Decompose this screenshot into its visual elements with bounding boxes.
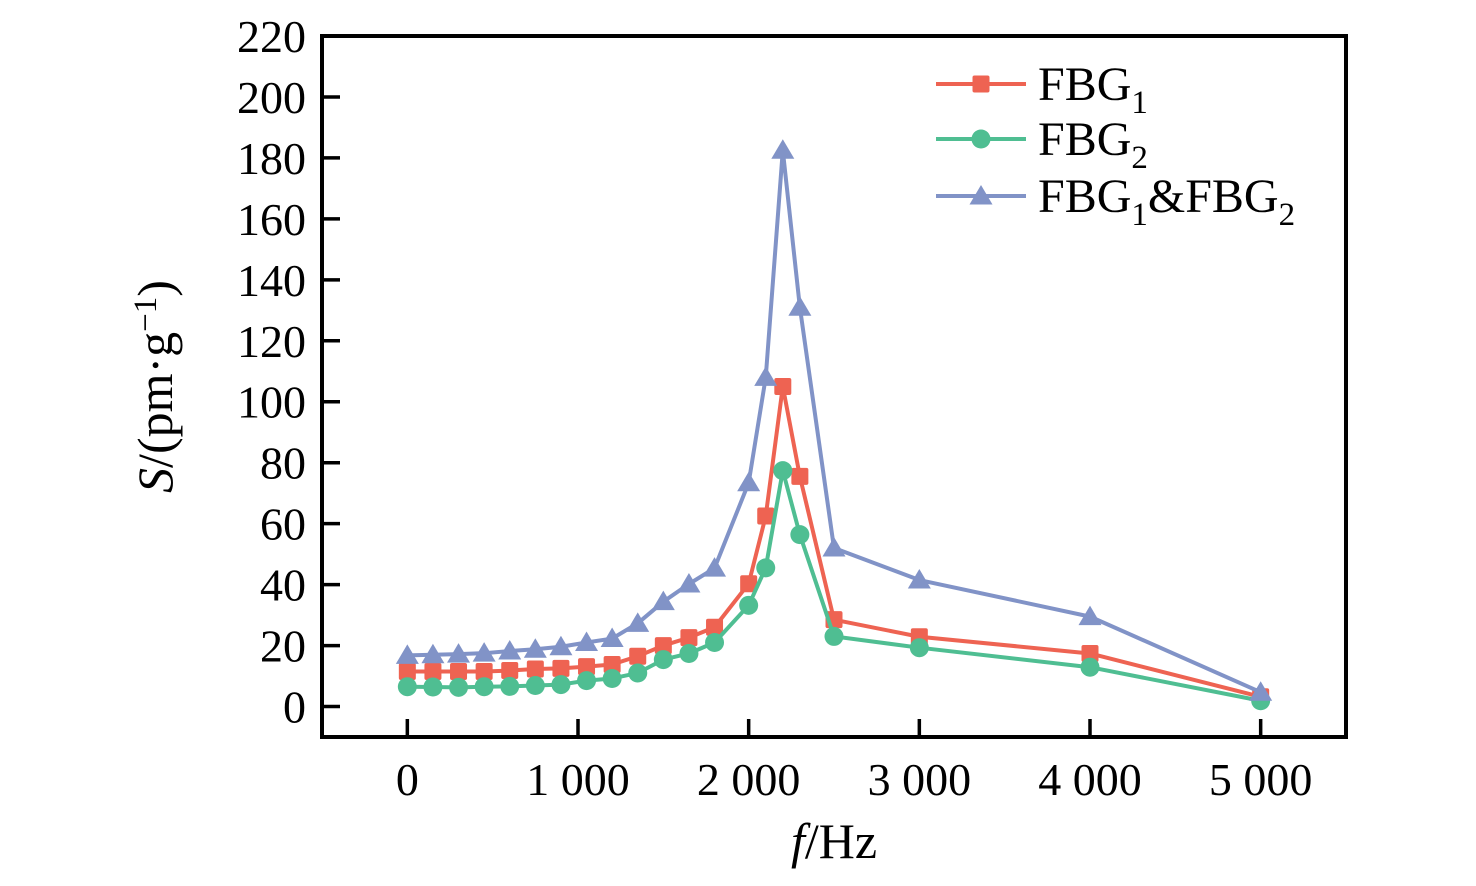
y-tick-label: 200 — [237, 72, 306, 123]
x-tick-label: 3 000 — [868, 754, 972, 805]
series-fbg2-marker — [525, 675, 545, 695]
series-fbg1-marker — [501, 662, 519, 680]
series-fbg1-marker — [475, 662, 493, 680]
series-fbg2-marker — [449, 677, 469, 697]
x-tick-label: 5 000 — [1209, 754, 1313, 805]
legend-label: FBG2 — [1038, 113, 1148, 176]
series-fbg1-marker — [450, 662, 468, 680]
series-fbg1_and_fbg2-marker — [703, 557, 727, 577]
y-tick-label: 0 — [283, 682, 306, 733]
series-fbg1_and_fbg2-marker — [523, 638, 547, 658]
series-fbg2-marker — [500, 676, 520, 696]
legend-label: FBG1&FBG2 — [1038, 170, 1295, 233]
x-axis-title: f/Hz — [791, 813, 877, 869]
legend-marker-fbg1_and_fbg2 — [969, 185, 993, 205]
series-fbg1-marker — [654, 637, 672, 655]
series-fbg1-marker — [424, 662, 442, 680]
y-tick-label: 180 — [237, 133, 306, 184]
plot-frame — [320, 34, 1348, 739]
legend-marker-fbg1 — [972, 75, 990, 93]
x-tick-label: 2 000 — [697, 754, 801, 805]
series-fbg1_and_fbg2-marker — [1078, 605, 1102, 626]
legend-label: FBG1 — [1038, 58, 1148, 121]
series-fbg2-marker — [423, 677, 443, 697]
series-fbg1_and_fbg2-marker — [395, 644, 419, 664]
y-tick-label: 80 — [260, 438, 306, 489]
series-fbg1-marker — [706, 618, 724, 636]
series-fbg2-marker — [602, 668, 622, 688]
series-fbg1-marker — [740, 575, 758, 593]
series-fbg1-marker — [552, 659, 570, 677]
series-fbg2-marker — [653, 650, 673, 670]
series-fbg1_and_fbg2-marker — [549, 635, 573, 656]
series-fbg1-marker — [680, 629, 698, 647]
series-fbg1-marker — [398, 662, 416, 680]
series-fbg2-marker — [705, 633, 725, 653]
series-fbg1_and_fbg2-marker — [771, 139, 795, 159]
series-fbg1-marker — [578, 658, 596, 676]
y-tick-label: 20 — [260, 621, 306, 672]
series-fbg1-marker — [629, 647, 647, 665]
series-fbg2-marker — [397, 677, 417, 697]
series-fbg1_and_fbg2-marker — [1249, 681, 1273, 701]
y-tick-label: 140 — [237, 255, 306, 306]
series-fbg1_and_fbg2-marker — [651, 590, 675, 611]
legend-marker-fbg2 — [971, 129, 991, 149]
series-fbg1_and_fbg2-marker — [472, 642, 496, 662]
series-fbg2-marker — [1080, 657, 1100, 677]
series-fbg1_and_fbg2-marker — [421, 643, 445, 664]
series-fbg1_and_fbg2-marker — [737, 471, 761, 492]
y-axis-title: S/(pm·g−1) — [127, 280, 183, 493]
series-fbg2-marker — [628, 663, 648, 683]
series-fbg1-marker — [757, 507, 775, 525]
y-tick-label: 160 — [237, 194, 306, 245]
series-fbg2-marker — [756, 558, 776, 578]
series-fbg2-marker — [739, 595, 759, 615]
series-fbg2-marker — [474, 677, 494, 697]
series-fbg1_and_fbg2-marker — [754, 366, 778, 386]
x-tick-label: 4 000 — [1038, 754, 1142, 805]
series-fbg1_and_fbg2-marker — [907, 569, 931, 589]
series-fbg2-marker — [679, 643, 699, 663]
y-tick-label: 60 — [260, 499, 306, 550]
series-fbg1-marker — [791, 467, 809, 485]
y-tick-label: 220 — [237, 11, 306, 62]
y-tick-label: 120 — [237, 316, 306, 367]
series-fbg1-marker — [603, 655, 621, 673]
series-fbg2-marker — [909, 638, 929, 658]
y-tick-label: 100 — [237, 377, 306, 428]
series-fbg1-marker — [526, 660, 544, 678]
x-tick-label: 1 000 — [526, 754, 630, 805]
series-fbg2-marker — [790, 525, 810, 545]
series-fbg1_and_fbg2-marker — [600, 627, 624, 648]
series-fbg2-marker — [577, 671, 597, 691]
series-fbg2-marker — [824, 626, 844, 646]
series-fbg1_and_fbg2-marker — [788, 296, 812, 316]
y-tick-label: 40 — [260, 560, 306, 611]
series-fbg2-marker — [773, 461, 793, 481]
series-fbg2-marker — [551, 675, 571, 695]
series-fbg1_and_fbg2-marker — [626, 612, 650, 632]
series-fbg1_and_fbg2-marker — [447, 643, 471, 663]
series-fbg1_and_fbg2-marker — [498, 640, 522, 660]
series-fbg1_and_fbg2-marker — [677, 572, 701, 593]
x-tick-label: 0 — [396, 754, 419, 805]
series-fbg1_and_fbg2-marker — [822, 537, 846, 557]
series-fbg1-marker — [774, 378, 792, 395]
series-fbg1_and_fbg2-marker — [575, 631, 599, 652]
series-fbg1-marker — [1081, 644, 1099, 662]
